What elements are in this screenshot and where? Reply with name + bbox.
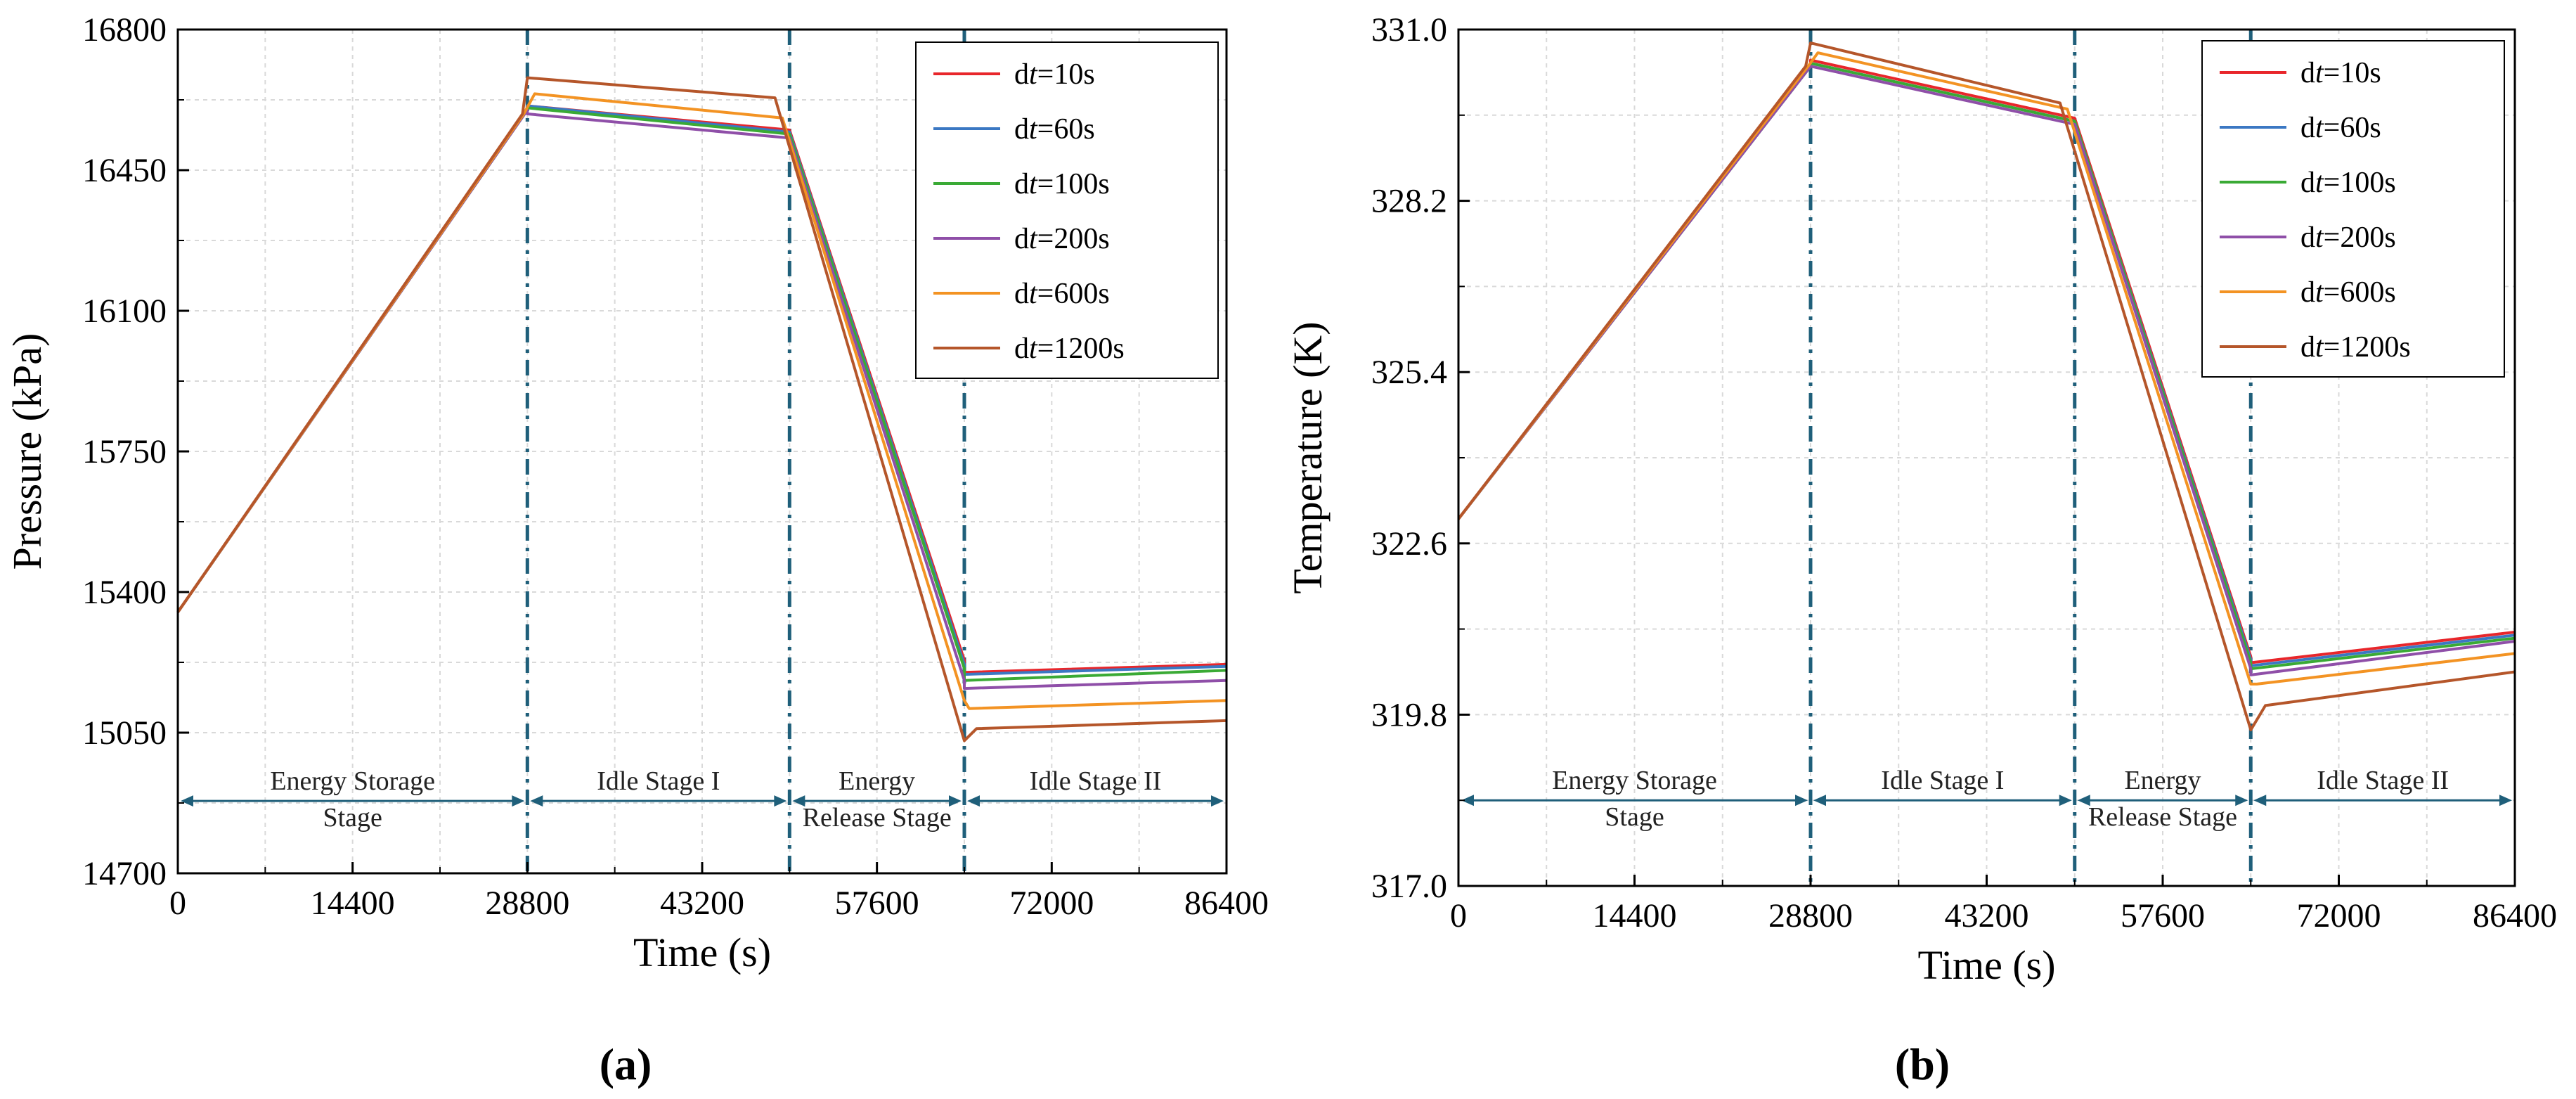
series-line — [1457, 51, 2516, 686]
stage-arrowhead-right — [1211, 795, 1224, 807]
stage-arrowhead-left — [2077, 795, 2090, 806]
stage-arrowhead-left — [792, 795, 805, 807]
y-tick-label: 16100 — [82, 293, 167, 330]
x-tick-label: 14400 — [311, 885, 395, 922]
stage-label: Release Stage — [803, 803, 952, 833]
x-tick-label: 28800 — [1768, 897, 1853, 934]
x-axis-label: Time (s) — [1917, 942, 2055, 988]
x-tick-label: 72000 — [1009, 885, 1094, 922]
stage-arrowhead-left — [2253, 795, 2267, 806]
stage-label: Idle Stage II — [1030, 766, 1162, 796]
y-tick-label: 319.8 — [1371, 696, 1447, 733]
legend-label: dt=60s — [1014, 113, 1095, 146]
x-tick-label: 43200 — [660, 885, 744, 922]
stage-label: Idle Stage I — [597, 766, 720, 796]
x-tick-label: 43200 — [1945, 897, 2029, 934]
x-tick-label: 86400 — [2473, 897, 2557, 934]
stage-arrowhead-right — [512, 795, 525, 807]
panel-label: (b) — [1895, 1039, 1950, 1089]
y-tick-label: 14700 — [82, 855, 167, 892]
panel-b: Energy Storage Stage Idle Stage I Energy Rel… — [1285, 11, 2557, 1089]
stage-label: Energy — [839, 766, 915, 796]
series-line — [1457, 65, 2516, 676]
stage-label: Energy Storage — [270, 766, 435, 796]
stage-label: Energy Storage — [1552, 766, 1717, 795]
stage-arrowhead-left — [181, 795, 193, 807]
x-tick-label: 57600 — [2121, 897, 2205, 934]
stage-label: Idle Stage II — [2317, 766, 2449, 795]
series-line — [1457, 41, 2516, 732]
stage-label: Stage — [323, 803, 382, 833]
legend-label: dt=1200s — [2300, 331, 2411, 364]
legend-label: dt=1200s — [1014, 333, 1125, 365]
stage-label: Idle Stage I — [1881, 766, 2004, 795]
legend-label: dt=10s — [2300, 57, 2381, 89]
legend-box — [915, 41, 1219, 379]
legend-label: dt=10s — [1014, 58, 1095, 91]
stage-arrowhead-left — [967, 795, 980, 807]
legend: dt=10s dt=60s dt=100s dt=200s dt=600s dt=1200… — [2201, 40, 2505, 378]
y-axis-label: Pressure (kPa) — [4, 333, 50, 570]
y-tick-label: 328.2 — [1371, 183, 1447, 220]
stage-arrowhead-left — [1461, 795, 1474, 806]
x-tick-label: 0 — [169, 885, 186, 922]
stage-arrowhead-right — [774, 795, 787, 807]
stage-label: Release Stage — [2088, 802, 2237, 832]
legend-label: dt=600s — [1014, 278, 1110, 310]
stage-label: Energy — [2124, 766, 2201, 795]
legend-label: dt=600s — [2300, 276, 2396, 309]
y-axis-label: Temperature (K) — [1285, 321, 1331, 593]
legend-label: dt=60s — [2300, 112, 2381, 144]
panel-a: Energy Storage Stage Idle Stage I Energy Rel… — [4, 11, 1269, 1089]
y-tick-label: 16450 — [82, 152, 167, 189]
x-tick-label: 57600 — [835, 885, 919, 922]
y-tick-label: 15050 — [82, 714, 167, 752]
y-tick-label: 16800 — [82, 11, 167, 49]
stage-arrowhead-left — [1813, 795, 1826, 806]
legend-label: dt=100s — [2300, 167, 2396, 199]
y-tick-label: 317.0 — [1371, 868, 1447, 905]
x-tick-label: 0 — [1450, 897, 1467, 934]
stage-label: Stage — [1605, 802, 1664, 832]
stage-arrowhead-right — [1795, 795, 1808, 806]
x-tick-label: 72000 — [2297, 897, 2381, 934]
y-tick-label: 15400 — [82, 574, 167, 611]
y-tick-label: 325.4 — [1371, 354, 1447, 391]
stage-arrowhead-right — [2059, 795, 2072, 806]
legend-label: dt=100s — [1014, 168, 1110, 200]
x-axis-label: Time (s) — [633, 930, 771, 975]
panel-label: (a) — [600, 1039, 652, 1089]
x-tick-label: 14400 — [1593, 897, 1677, 934]
legend-box — [2201, 40, 2505, 378]
x-tick-label: 86400 — [1184, 885, 1269, 922]
legend-label: dt=200s — [2300, 221, 2396, 254]
y-tick-label: 322.6 — [1371, 525, 1447, 563]
legend: dt=10s dt=60s dt=100s dt=200s dt=600s dt=1200… — [915, 41, 1219, 379]
y-tick-label: 15750 — [82, 433, 167, 470]
y-tick-label: 331.0 — [1371, 11, 1447, 49]
stage-arrowhead-right — [2235, 795, 2248, 806]
legend-label: dt=200s — [1014, 223, 1110, 255]
series-line — [176, 76, 1227, 743]
x-tick-label: 28800 — [485, 885, 569, 922]
stage-arrowhead-right — [949, 795, 962, 807]
stage-arrowhead-left — [530, 795, 543, 807]
stage-arrowhead-right — [2499, 795, 2512, 806]
